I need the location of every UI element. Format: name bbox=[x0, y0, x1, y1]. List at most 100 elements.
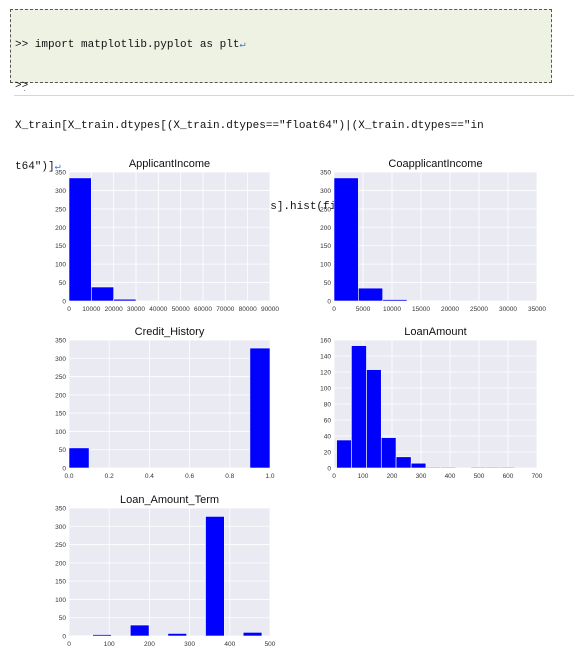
code-line-4: t64")] bbox=[15, 160, 55, 173]
x-tick-label: 0.6 bbox=[185, 473, 194, 480]
x-tick-label: 0.0 bbox=[64, 473, 73, 480]
y-tick-label: 100 bbox=[320, 262, 331, 269]
x-tick-label: 35000 bbox=[528, 306, 546, 313]
histogram-bar bbox=[129, 624, 150, 637]
y-tick-label: 300 bbox=[55, 356, 66, 363]
code-line-1: >> import matplotlib.pyplot as plt bbox=[15, 39, 240, 51]
histogram-bar bbox=[485, 466, 501, 469]
y-tick-label: 200 bbox=[55, 225, 66, 232]
histogram-bar bbox=[92, 634, 112, 637]
x-tick-label: 5000 bbox=[356, 306, 371, 313]
x-tick-label: 0 bbox=[67, 641, 71, 648]
y-tick-label: 0 bbox=[62, 634, 66, 641]
y-tick-label: 50 bbox=[324, 280, 332, 287]
plot-background bbox=[69, 340, 270, 468]
y-tick-label: 120 bbox=[320, 370, 331, 377]
histogram-bar bbox=[68, 447, 90, 469]
panel-title: LoanAmount bbox=[404, 326, 466, 338]
y-tick-label: 250 bbox=[55, 542, 66, 549]
y-tick-label: 200 bbox=[55, 560, 66, 567]
code-line-3: X_train[X_train.dtypes[(X_train.dtypes==… bbox=[15, 120, 484, 132]
histogram-bar bbox=[425, 466, 442, 469]
y-tick-label: 350 bbox=[55, 338, 66, 345]
x-tick-label: 700 bbox=[532, 473, 543, 480]
separator-line bbox=[14, 95, 574, 96]
x-tick-label: 500 bbox=[474, 473, 485, 480]
plot-background bbox=[69, 508, 270, 636]
y-tick-label: 150 bbox=[55, 411, 66, 418]
x-tick-label: 20000 bbox=[441, 306, 459, 313]
x-tick-label: 0.8 bbox=[225, 473, 234, 480]
x-tick-label: 30000 bbox=[127, 306, 145, 313]
y-tick-label: 40 bbox=[324, 434, 332, 441]
histogram-bar bbox=[382, 299, 408, 302]
histogram-bar bbox=[113, 298, 137, 302]
y-tick-label: 150 bbox=[55, 579, 66, 586]
histogram-panel: 0 5000 10000 15000 20000 25000 30000 35000 0 50 10… bbox=[320, 158, 546, 313]
code-line-2: >> bbox=[15, 79, 29, 92]
y-tick-label: 0 bbox=[62, 466, 66, 473]
y-tick-label: 250 bbox=[55, 374, 66, 381]
return-mark: ↵ bbox=[239, 40, 246, 51]
histogram-bar bbox=[470, 466, 486, 469]
y-tick-label: 0 bbox=[62, 299, 66, 306]
y-tick-label: 60 bbox=[324, 418, 332, 425]
x-tick-label: 50000 bbox=[172, 306, 190, 313]
y-tick-label: 150 bbox=[320, 243, 331, 250]
histogram-bar bbox=[366, 369, 382, 469]
x-tick-label: 90000 bbox=[261, 306, 279, 313]
x-tick-label: 10000 bbox=[82, 306, 100, 313]
histogram-bar bbox=[205, 516, 225, 637]
y-tick-label: 0 bbox=[327, 299, 331, 306]
x-tick-label: 0 bbox=[67, 306, 71, 313]
x-tick-label: 80000 bbox=[239, 306, 257, 313]
panel-title: CoapplicantIncome bbox=[388, 158, 482, 170]
x-tick-label: 0.2 bbox=[105, 473, 114, 480]
y-tick-label: 140 bbox=[320, 354, 331, 361]
y-tick-label: 350 bbox=[55, 170, 66, 177]
histogram-panel: 0 100 200 300 400 500 0 50 100 150 200 250 300 350 Loa… bbox=[55, 494, 276, 648]
x-tick-label: 100 bbox=[358, 473, 369, 480]
x-tick-label: 0 bbox=[332, 473, 336, 480]
x-tick-label: 70000 bbox=[216, 306, 234, 313]
x-tick-label: 200 bbox=[387, 473, 398, 480]
x-tick-label: 400 bbox=[224, 641, 235, 648]
y-tick-label: 200 bbox=[320, 225, 331, 232]
x-tick-label: 15000 bbox=[412, 306, 430, 313]
plot-background bbox=[334, 172, 537, 301]
x-tick-label: 40000 bbox=[149, 306, 167, 313]
y-tick-label: 350 bbox=[320, 170, 331, 177]
x-tick-label: 500 bbox=[265, 641, 276, 648]
y-tick-label: 100 bbox=[55, 597, 66, 604]
x-tick-label: 0.4 bbox=[145, 473, 154, 480]
y-tick-label: 50 bbox=[59, 447, 67, 454]
histogram-bar bbox=[499, 466, 516, 469]
y-tick-label: 200 bbox=[55, 392, 66, 399]
y-tick-label: 100 bbox=[320, 386, 331, 393]
x-tick-label: 10000 bbox=[383, 306, 401, 313]
histogram-bar bbox=[395, 456, 412, 469]
histogram-panel: 0.0 0.2 0.4 0.6 0.8 1.0 0 50 100 150 200 250 300 350 C… bbox=[55, 326, 275, 480]
x-tick-label: 20000 bbox=[105, 306, 123, 313]
histogram-bar bbox=[410, 462, 427, 469]
histogram-bar bbox=[167, 633, 188, 637]
return-mark: ↵ bbox=[54, 161, 61, 173]
panel-title: Credit_History bbox=[135, 326, 205, 338]
x-tick-label: 0 bbox=[332, 306, 336, 313]
x-tick-label: 300 bbox=[416, 473, 427, 480]
x-tick-label: 30000 bbox=[499, 306, 517, 313]
y-tick-label: 20 bbox=[324, 450, 332, 457]
code-block: >> import matplotlib.pyplot as plt↵ >> X… bbox=[10, 9, 552, 213]
x-tick-label: 1.0 bbox=[265, 473, 274, 480]
x-tick-label: 300 bbox=[184, 641, 195, 648]
y-tick-label: 250 bbox=[55, 206, 66, 213]
y-tick-label: 150 bbox=[55, 243, 66, 250]
y-tick-label: 100 bbox=[55, 262, 66, 269]
y-tick-label: 300 bbox=[320, 188, 331, 195]
histogram-bar bbox=[336, 439, 352, 469]
x-tick-label: 400 bbox=[445, 473, 456, 480]
histogram-bar bbox=[249, 347, 271, 469]
histogram-bar bbox=[91, 286, 114, 302]
y-tick-label: 0 bbox=[327, 466, 331, 473]
